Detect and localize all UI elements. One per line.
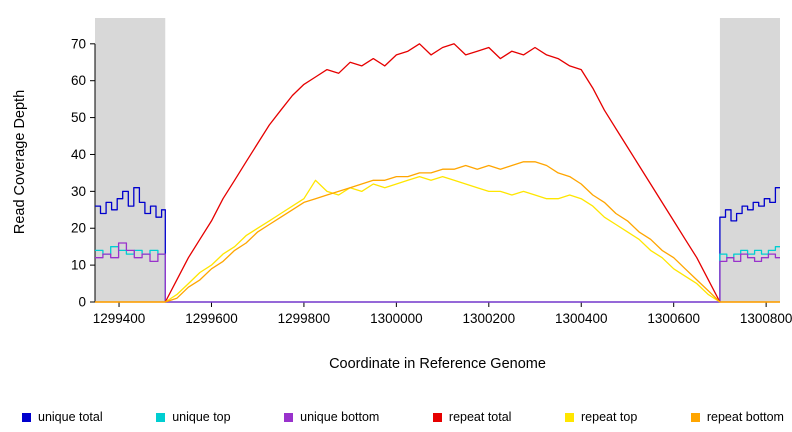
legend-label-repeat-bottom: repeat bottom	[706, 410, 784, 424]
svg-text:1300000: 1300000	[370, 311, 423, 326]
legend: unique total unique top unique bottom re…	[22, 410, 784, 424]
svg-text:10: 10	[71, 258, 86, 273]
svg-text:70: 70	[71, 36, 86, 51]
svg-text:1299600: 1299600	[185, 311, 238, 326]
legend-swatch-unique-total	[22, 412, 31, 422]
legend-item-unique-top: unique top	[156, 410, 231, 424]
legend-swatch-repeat-top	[565, 412, 574, 422]
legend-swatch-unique-bottom	[284, 412, 294, 422]
svg-text:50: 50	[71, 110, 86, 125]
svg-text:0: 0	[78, 295, 86, 310]
svg-text:1300800: 1300800	[740, 311, 792, 326]
svg-text:60: 60	[71, 73, 86, 88]
legend-label-repeat-top: repeat top	[581, 410, 638, 424]
legend-swatch-repeat-total	[432, 412, 442, 422]
x-axis-title: Coordinate in Reference Genome	[329, 356, 546, 372]
svg-text:1300600: 1300600	[647, 311, 700, 326]
legend-item-unique-bottom: unique bottom	[284, 410, 379, 424]
svg-text:1299800: 1299800	[278, 311, 331, 326]
legend-item-repeat-top: repeat top	[565, 410, 637, 424]
legend-label-unique-total: unique total	[38, 410, 103, 424]
legend-label-repeat-total: repeat total	[448, 410, 512, 424]
legend-item-repeat-bottom: repeat bottom	[690, 410, 784, 424]
svg-text:40: 40	[71, 147, 86, 162]
svg-text:20: 20	[71, 221, 86, 236]
legend-label-unique-top: unique top	[172, 410, 231, 424]
svg-text:1300400: 1300400	[555, 311, 608, 326]
legend-item-unique-total: unique total	[22, 410, 103, 424]
legend-label-unique-bottom: unique bottom	[300, 410, 380, 424]
legend-swatch-unique-top	[156, 412, 166, 422]
svg-text:30: 30	[71, 184, 86, 199]
y-axis-title: Read Coverage Depth	[12, 89, 28, 235]
legend-swatch-repeat-bottom	[690, 412, 700, 422]
svg-text:1299400: 1299400	[93, 311, 146, 326]
legend-item-repeat-total: repeat total	[432, 410, 512, 424]
svg-text:1300200: 1300200	[463, 311, 516, 326]
